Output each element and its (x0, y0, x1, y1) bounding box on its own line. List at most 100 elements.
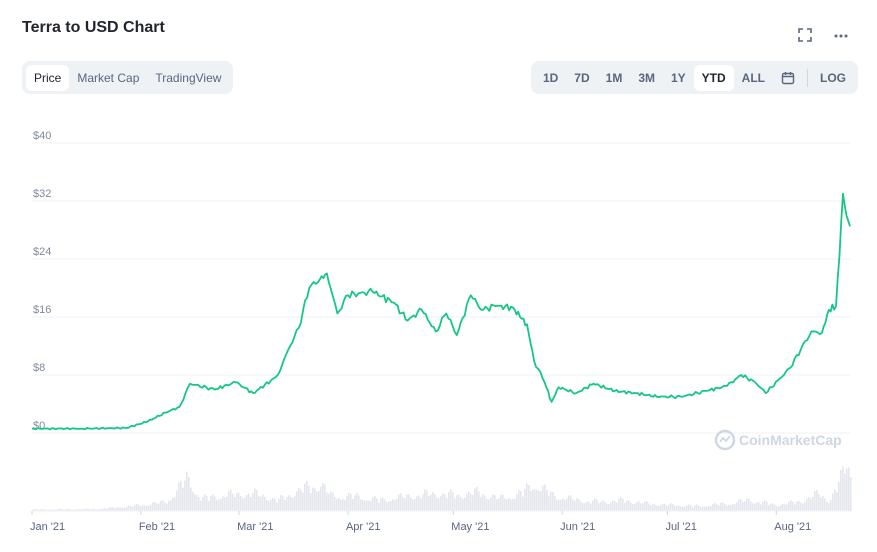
volume-bar (170, 500, 172, 511)
volume-bar (66, 509, 68, 511)
volume-bar (306, 480, 308, 511)
volume-bar (492, 494, 494, 511)
volume-bar (208, 501, 210, 511)
volume-bar (182, 487, 184, 511)
volume-bar (636, 502, 638, 511)
volume-bar (554, 495, 556, 511)
range-divider (807, 68, 808, 87)
volume-bar (300, 489, 302, 511)
volume-bar (538, 490, 540, 511)
volume-bar (786, 504, 788, 511)
volume-bar (302, 492, 304, 511)
volume-bar (140, 506, 142, 511)
volume-bar (494, 494, 496, 511)
volume-bar (194, 494, 196, 511)
volume-bar (782, 504, 784, 511)
volume-bar (420, 498, 422, 511)
range-3m[interactable]: 3M (638, 70, 655, 85)
volume-bar (316, 491, 318, 511)
volume-bar (776, 506, 778, 511)
volume-bar (234, 497, 236, 511)
volume-bar (244, 497, 246, 511)
volume-bar (50, 509, 52, 511)
volume-bar (614, 501, 616, 511)
volume-bar (376, 498, 378, 511)
volume-bar (298, 487, 300, 511)
range-1m[interactable]: 1M (605, 70, 623, 85)
volume-bar (446, 498, 448, 511)
volume-bar (572, 499, 574, 511)
volume-bar (190, 487, 192, 511)
volume-bar (262, 494, 264, 511)
volume-bar (48, 509, 50, 511)
range-ytd[interactable]: YTD (693, 64, 734, 91)
volume-bar (592, 500, 594, 511)
volume-bar (68, 509, 70, 511)
volume-bar (836, 492, 838, 511)
volume-bar (502, 494, 504, 511)
volume-bar (576, 498, 578, 511)
volume-bar (290, 496, 292, 511)
volume-bar (280, 495, 282, 511)
range-1y[interactable]: 1Y (670, 70, 686, 85)
log-scale-toggle[interactable]: LOG (820, 70, 846, 85)
volume-bar (354, 495, 356, 511)
volume-bar (118, 507, 120, 511)
expand-icon[interactable] (795, 25, 815, 45)
volume-bar (442, 493, 444, 511)
volume-bar (72, 509, 74, 511)
volume-bar (318, 490, 320, 511)
volume-bar (188, 476, 190, 511)
range-all[interactable]: ALL (741, 70, 765, 85)
volume-bar (716, 504, 718, 511)
volume-bar (284, 499, 286, 511)
volume-bar (476, 486, 478, 511)
volume-bar (324, 484, 326, 511)
volume-bar (74, 509, 76, 511)
watermark: CoinMarketCap (714, 429, 842, 451)
range-7d[interactable]: 7D (574, 70, 590, 85)
volume-bar (452, 492, 454, 511)
volume-bar (470, 493, 472, 511)
volume-bar (524, 488, 526, 511)
volume-bar (620, 496, 622, 511)
watermark-text: CoinMarketCap (739, 432, 842, 448)
volume-bar (434, 493, 436, 511)
volume-bar (148, 505, 150, 511)
tab-tradingview[interactable]: TradingView (155, 70, 222, 85)
volume-bar (438, 498, 440, 511)
volume-bar (312, 487, 314, 511)
y-tick-label: $32 (33, 188, 51, 200)
volume-bar (40, 509, 42, 511)
volume-bar (734, 504, 736, 511)
volume-bar (600, 502, 602, 511)
volume-bar (802, 503, 804, 511)
volume-bar (292, 498, 294, 511)
volume-bar (616, 502, 618, 511)
tab-price[interactable]: Price (26, 64, 70, 91)
volume-bar (240, 496, 242, 511)
volume-bar (540, 491, 542, 511)
volume-bar (250, 496, 252, 511)
volume-bar (440, 496, 442, 511)
range-1d[interactable]: 1D (542, 70, 559, 85)
calendar-icon[interactable] (773, 71, 803, 85)
volume-bar (120, 507, 122, 511)
volume-bar (532, 489, 534, 511)
volume-bar (322, 482, 324, 511)
volume-bar (128, 505, 130, 511)
volume-bar (684, 506, 686, 511)
volume-bar (678, 505, 680, 511)
tab-market-cap[interactable]: Market Cap (77, 70, 140, 85)
volume-bar (372, 497, 374, 511)
volume-bar (736, 502, 738, 511)
volume-bar (150, 504, 152, 511)
more-dots-icon[interactable] (831, 25, 851, 45)
volume-bar (566, 498, 568, 511)
volume-bar (78, 509, 80, 511)
volume-bar (124, 507, 126, 511)
volume-bar (680, 506, 682, 511)
volume-bar (336, 499, 338, 511)
volume-bar (100, 509, 102, 511)
volume-bar (698, 505, 700, 511)
